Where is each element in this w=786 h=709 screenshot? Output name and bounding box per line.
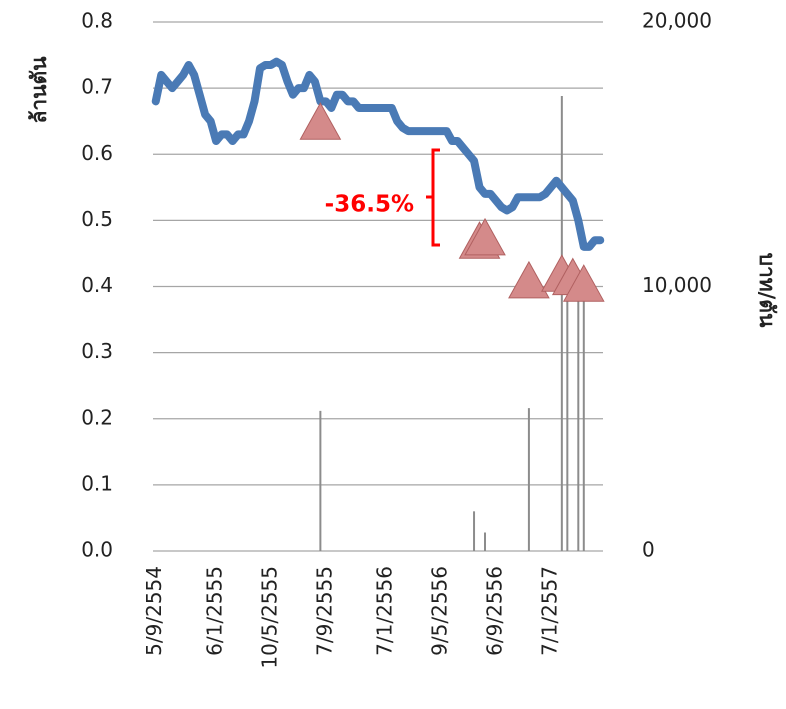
y-tick-label: 0.1 xyxy=(81,471,113,495)
triangle-marker xyxy=(464,217,506,256)
x-tick-label: 10/5/2555 xyxy=(257,566,281,669)
y2-tick-label: 10,000 xyxy=(642,273,712,297)
line xyxy=(151,57,605,251)
y-tick-label: 0.4 xyxy=(81,273,113,297)
y2-tick-label: 0 xyxy=(642,538,655,562)
x-tick-label: 7/9/2555 xyxy=(312,566,336,656)
x-tick-label: 6/9/2556 xyxy=(482,566,506,656)
x-tick-label: 7/1/2556 xyxy=(373,566,397,656)
y-tick-label: 0.6 xyxy=(81,141,113,165)
bracket xyxy=(426,148,440,247)
y-tick-label: 0.7 xyxy=(81,75,113,99)
triangle-marker xyxy=(508,260,550,299)
x-tick-label: 7/1/2557 xyxy=(537,566,561,656)
x-tick-label: 9/5/2556 xyxy=(428,566,452,656)
triangle-marker xyxy=(299,102,342,140)
y-tick-label: 0.5 xyxy=(81,207,113,231)
y-tick-label: 0.3 xyxy=(81,339,113,363)
triangle-marker xyxy=(562,264,605,302)
y2-tick-label: 20,000 xyxy=(642,9,712,33)
y-tick-label: 0.0 xyxy=(81,538,113,562)
y-axis-label: ล้านตัน xyxy=(27,56,51,124)
y-tick-label: 0.2 xyxy=(81,405,113,429)
x-tick-label: 6/1/2555 xyxy=(203,566,227,656)
y-tick-label: 0.8 xyxy=(81,9,113,33)
y2-axis-label: บาท/ตัน xyxy=(755,253,779,328)
annotation: -36.5% xyxy=(325,192,414,218)
x-tick-label: 5/9/2554 xyxy=(142,566,166,656)
